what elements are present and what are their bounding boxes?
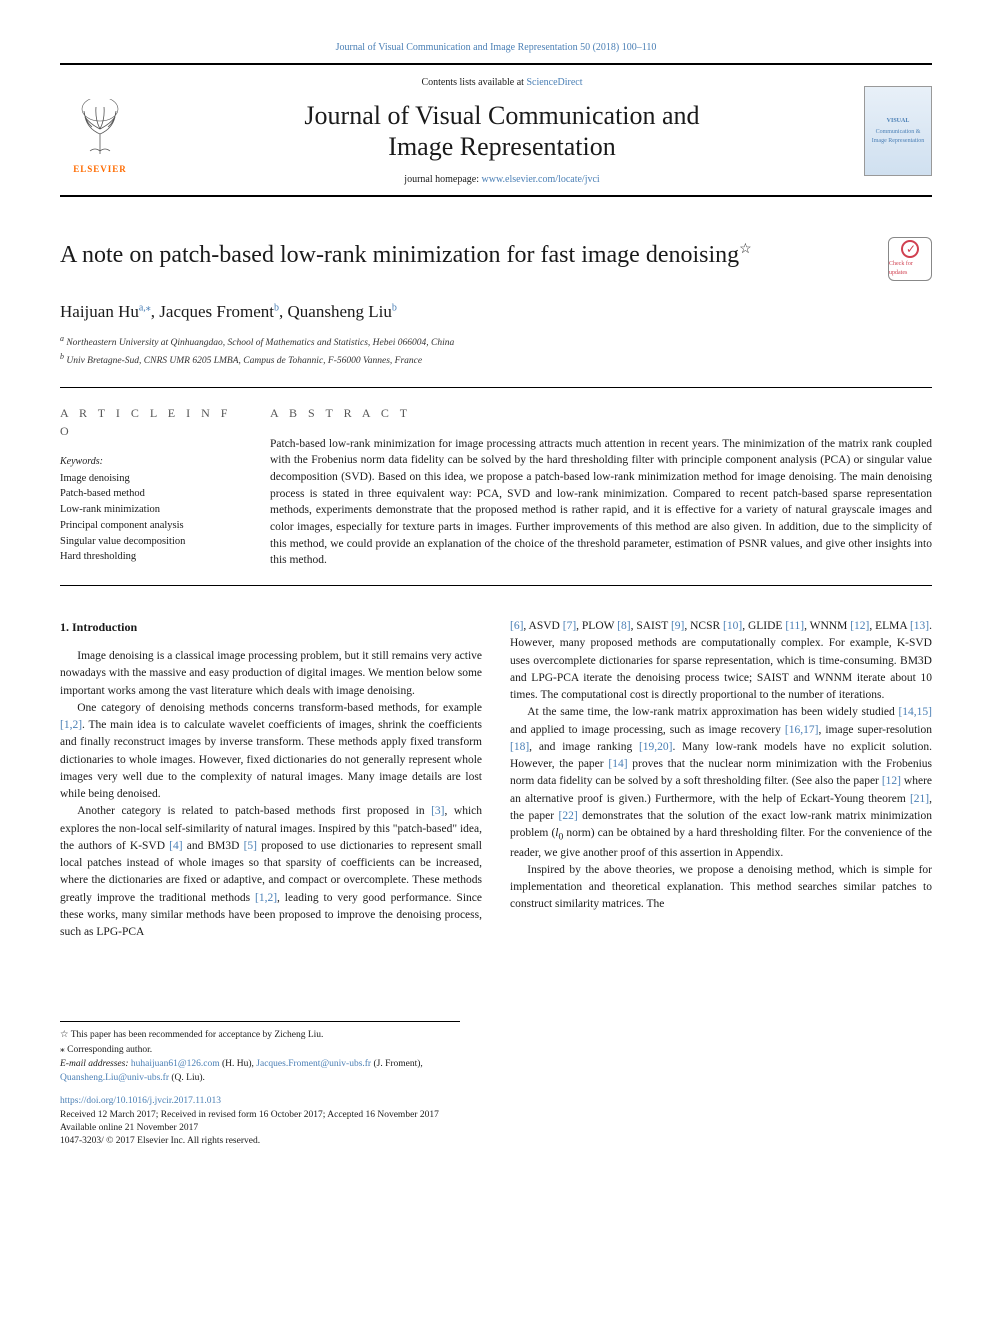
- abstract-text: Patch-based low-rank minimization for im…: [270, 436, 932, 569]
- footnote-emails: E-mail addresses: huhaijuan61@126.com (H…: [60, 1057, 460, 1086]
- sciencedirect-link[interactable]: ScienceDirect: [526, 77, 582, 88]
- affiliation-b: b Univ Bretagne-Sud, CNRS UMR 6205 LMBA,…: [60, 351, 932, 368]
- email-who: (H. Hu),: [220, 1059, 257, 1069]
- keywords-label: Keywords:: [60, 454, 250, 469]
- copyright-line: 1047-3203/ © 2017 Elsevier Inc. All righ…: [60, 1135, 932, 1148]
- keyword-item: Principal component analysis: [60, 518, 250, 534]
- footnotes: ☆ This paper has been recommended for ac…: [60, 1021, 460, 1085]
- elsevier-logo: ELSEVIER: [60, 86, 140, 176]
- cover-title: VISUAL: [887, 117, 910, 126]
- author-2-aff[interactable]: b: [274, 303, 279, 314]
- doi-link[interactable]: https://doi.org/10.1016/j.jvcir.2017.11.…: [60, 1096, 221, 1106]
- section-number: 1.: [60, 620, 69, 634]
- check-updates-label: Check for updates: [889, 260, 931, 278]
- author-1-name: Haijuan Hu: [60, 302, 139, 321]
- section-title-text: Introduction: [72, 620, 137, 634]
- homepage-link[interactable]: www.elsevier.com/locate/jvci: [482, 174, 600, 185]
- paper-title-text: A note on patch-based low-rank minimizat…: [60, 242, 739, 268]
- body-paragraph: One category of denoising methods concer…: [60, 700, 482, 804]
- journal-name-line1: Journal of Visual Communication and: [304, 101, 699, 130]
- contents-prefix: Contents lists available at: [421, 77, 526, 88]
- author-3-aff[interactable]: b: [392, 303, 397, 314]
- author-1: Haijuan Hua,⁎: [60, 302, 151, 321]
- email-link[interactable]: huhaijuan61@126.com: [131, 1059, 220, 1069]
- body-paragraph: Another category is related to patch-bas…: [60, 803, 482, 941]
- elsevier-label: ELSEVIER: [73, 163, 127, 177]
- abstract-header: A B S T R A C T: [270, 404, 932, 422]
- article-info-column: A R T I C L E I N F O Keywords: Image de…: [60, 404, 270, 569]
- email-link[interactable]: Quansheng.Liu@univ-ubs.fr: [60, 1073, 169, 1083]
- author-3: Quansheng Liub: [288, 302, 397, 321]
- authors-line: Haijuan Hua,⁎, Jacques Fromentb, Quanshe…: [60, 299, 932, 325]
- emails-label: E-mail addresses:: [60, 1059, 131, 1069]
- author-3-name: Quansheng Liu: [288, 302, 392, 321]
- paper-title: A note on patch-based low-rank minimizat…: [60, 237, 876, 273]
- article-info-header: A R T I C L E I N F O: [60, 404, 250, 440]
- author-2-name: Jacques Froment: [159, 302, 274, 321]
- publication-info: https://doi.org/10.1016/j.jvcir.2017.11.…: [60, 1095, 932, 1148]
- check-updates-icon: [901, 240, 919, 258]
- homepage-prefix: journal homepage:: [404, 174, 481, 185]
- left-column: 1. Introduction Image denoising is a cla…: [60, 618, 482, 941]
- title-footnote-mark: ☆: [739, 242, 752, 257]
- author-2: Jacques Fromentb: [159, 302, 279, 321]
- aff-a-sup: a: [60, 334, 64, 343]
- keyword-item: Singular value decomposition: [60, 534, 250, 550]
- cover-subtitle: Communication & Image Representation: [869, 128, 927, 146]
- elsevier-tree-icon: [70, 99, 130, 159]
- keyword-item: Image denoising: [60, 471, 250, 487]
- body-paragraph: Image denoising is a classical image pro…: [60, 648, 482, 700]
- footnote-corresponding: ⁎ Corresponding author.: [60, 1043, 460, 1057]
- affiliations: a Northeastern University at Qinhuangdao…: [60, 333, 932, 369]
- journal-header: ELSEVIER Contents lists available at Sci…: [60, 63, 932, 197]
- aff-b-sup: b: [60, 352, 64, 361]
- right-column: [6], ASVD [7], PLOW [8], SAIST [9], NCSR…: [510, 618, 932, 941]
- check-updates-badge[interactable]: Check for updates: [888, 237, 932, 281]
- affiliation-a: a Northeastern University at Qinhuangdao…: [60, 333, 932, 350]
- aff-a-text: Northeastern University at Qinhuangdao, …: [66, 338, 454, 348]
- journal-cover-thumbnail: VISUAL Communication & Image Representat…: [864, 86, 932, 176]
- keywords-list: Image denoising Patch-based method Low-r…: [60, 471, 250, 566]
- journal-name-line2: Image Representation: [388, 132, 615, 161]
- abstract-column: A B S T R A C T Patch-based low-rank min…: [270, 404, 932, 569]
- journal-homepage: journal homepage: www.elsevier.com/locat…: [140, 172, 864, 187]
- author-1-corr[interactable]: ⁎: [146, 303, 151, 314]
- author-1-aff[interactable]: a,: [139, 303, 146, 314]
- section-1-title: 1. Introduction: [60, 618, 482, 636]
- body-two-column: 1. Introduction Image denoising is a cla…: [60, 618, 932, 941]
- available-date: Available online 21 November 2017: [60, 1122, 932, 1135]
- contents-list-line: Contents lists available at ScienceDirec…: [140, 75, 864, 90]
- aff-b-text: Univ Bretagne-Sud, CNRS UMR 6205 LMBA, C…: [66, 356, 422, 366]
- email-who: (Q. Liu).: [169, 1073, 205, 1083]
- body-paragraph: At the same time, the low-rank matrix ap…: [510, 704, 932, 862]
- footnote-recommended: ☆ This paper has been recommended for ac…: [60, 1028, 460, 1042]
- received-dates: Received 12 March 2017; Received in revi…: [60, 1109, 932, 1122]
- journal-name: Journal of Visual Communication and Imag…: [140, 100, 864, 162]
- top-citation: Journal of Visual Communication and Imag…: [60, 40, 932, 55]
- body-paragraph: [6], ASVD [7], PLOW [8], SAIST [9], NCSR…: [510, 618, 932, 704]
- email-link[interactable]: Jacques.Froment@univ-ubs.fr: [256, 1059, 371, 1069]
- keyword-item: Hard thresholding: [60, 549, 250, 565]
- email-who: (J. Froment),: [371, 1059, 423, 1069]
- keyword-item: Low-rank minimization: [60, 502, 250, 518]
- keyword-item: Patch-based method: [60, 486, 250, 502]
- body-paragraph: Inspired by the above theories, we propo…: [510, 862, 932, 914]
